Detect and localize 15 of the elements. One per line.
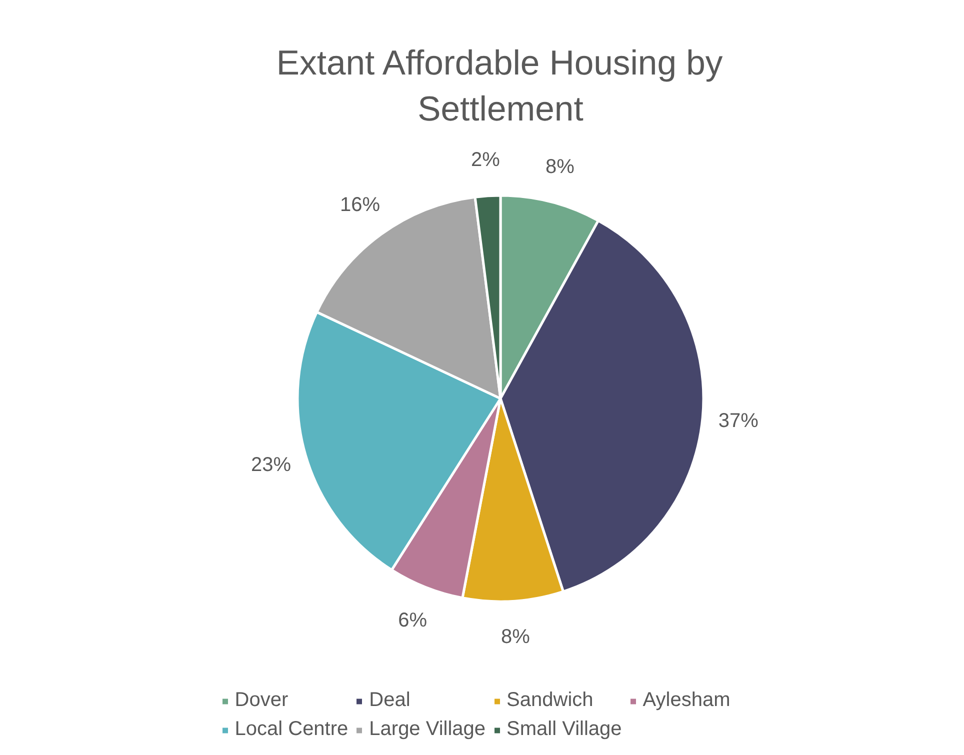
data-label: 16% bbox=[340, 194, 380, 216]
data-label: 2% bbox=[471, 148, 500, 171]
data-label: 8% bbox=[501, 626, 530, 648]
legend-label: Local Centre bbox=[234, 718, 348, 741]
legend-label: Dover bbox=[234, 689, 288, 712]
data-label: 23% bbox=[250, 454, 292, 476]
legend-label: Sandwich bbox=[506, 689, 594, 712]
data-label: 8% bbox=[545, 156, 575, 178]
data-label: 37% bbox=[718, 410, 759, 432]
legend-label: Aylesham bbox=[642, 689, 730, 712]
legend-label: Small Village bbox=[506, 718, 622, 741]
legend-label: Large Village bbox=[369, 718, 486, 741]
legend-label: Deal bbox=[369, 689, 410, 712]
data-label: 6% bbox=[398, 610, 428, 632]
chart-title: Extant Affordable Housing by Settlement bbox=[276, 44, 724, 128]
